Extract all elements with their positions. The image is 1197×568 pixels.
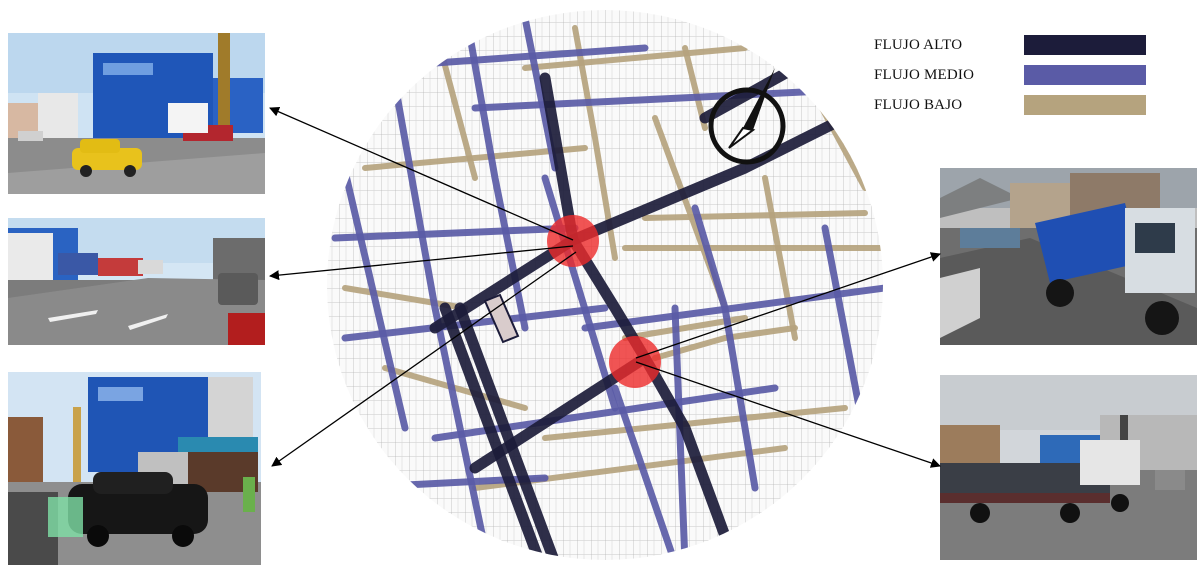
legend-swatch-low bbox=[1024, 95, 1146, 115]
legend-label: FLUJO MEDIO bbox=[874, 67, 975, 83]
legend: FLUJO ALTO FLUJO MEDIO FLUJO BAJO bbox=[874, 35, 1154, 125]
legend-item-medium: FLUJO MEDIO bbox=[874, 65, 1154, 87]
congestion-hotspot bbox=[547, 215, 599, 267]
low-flow-street bbox=[642, 210, 868, 221]
congestion-hotspot bbox=[609, 336, 661, 388]
low-flow-street bbox=[522, 45, 748, 71]
photo-flatbed-pipes bbox=[940, 375, 1197, 560]
legend-swatch-medium bbox=[1024, 65, 1146, 85]
legend-label: FLUJO BAJO bbox=[874, 97, 963, 113]
photo-dump-truck bbox=[940, 168, 1197, 345]
photo-blue-building-car bbox=[8, 372, 261, 565]
photo-avenue-trucks bbox=[8, 218, 265, 345]
photo-blue-building-taxi bbox=[8, 33, 265, 194]
legend-item-high: FLUJO ALTO bbox=[874, 35, 1154, 57]
map-disc bbox=[327, 10, 883, 560]
high-flow-street bbox=[699, 62, 801, 124]
legend-swatch-high bbox=[1024, 35, 1146, 55]
north-arrow-icon bbox=[708, 68, 786, 165]
legend-item-low: FLUJO BAJO bbox=[874, 95, 1154, 117]
medium-flow-street bbox=[611, 384, 679, 560]
traffic-flow-map bbox=[325, 8, 885, 563]
legend-label: FLUJO ALTO bbox=[874, 37, 963, 53]
